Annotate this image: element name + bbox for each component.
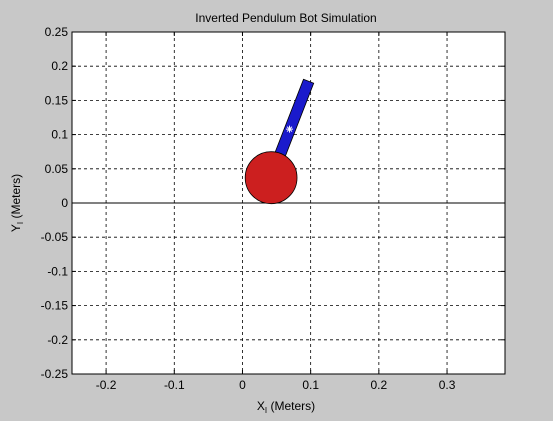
- y-tick-label: 0: [61, 196, 68, 210]
- x-axis-title: XI (Meters): [257, 399, 315, 415]
- wheel: [244, 151, 298, 205]
- x-tick-label: -0.1: [164, 378, 185, 392]
- y-tick-label: -0.1: [47, 264, 68, 278]
- y-tick-label: 0.05: [45, 162, 69, 176]
- y-axis-title: YI (Meters): [9, 174, 25, 232]
- y-tick-label: 0.15: [45, 93, 69, 107]
- y-tick-label: -0.2: [47, 333, 68, 347]
- y-axis-title-units: (Meters): [9, 174, 23, 222]
- x-tick-label: 0.1: [302, 378, 319, 392]
- y-axis-ticks: 0.25 0.2 0.15 0.1 0.05 0 -0.05 -0.1 -0.15 -0.2 -0.…: [41, 25, 505, 381]
- x-tick-label: 0: [239, 378, 246, 392]
- pendulum-group: [244, 78, 315, 205]
- x-tick-label: -0.2: [96, 378, 117, 392]
- x-axis-title-symbol: X: [257, 399, 265, 413]
- x-axis-ticks: -0.2 -0.1 0 0.1 0.2 0.3: [96, 32, 456, 392]
- y-tick-label: 0.25: [45, 25, 69, 39]
- y-axis-title-subscript: I: [16, 222, 25, 224]
- y-tick-label: -0.15: [41, 299, 69, 313]
- y-tick-label: -0.05: [41, 230, 69, 244]
- x-axis-title-subscript: I: [265, 406, 267, 415]
- y-tick-label: -0.25: [41, 367, 69, 381]
- x-tick-label: 0.2: [371, 378, 388, 392]
- center-of-mass-marker: [286, 125, 294, 133]
- y-axis-title-symbol: Y: [9, 224, 23, 232]
- x-tick-label: 0.3: [439, 378, 456, 392]
- plot-title: Inverted Pendulum Bot Simulation: [195, 11, 376, 25]
- x-axis-title-units: (Meters): [267, 399, 315, 413]
- y-tick-label: 0.2: [51, 59, 68, 73]
- y-tick-label: 0.1: [51, 128, 68, 142]
